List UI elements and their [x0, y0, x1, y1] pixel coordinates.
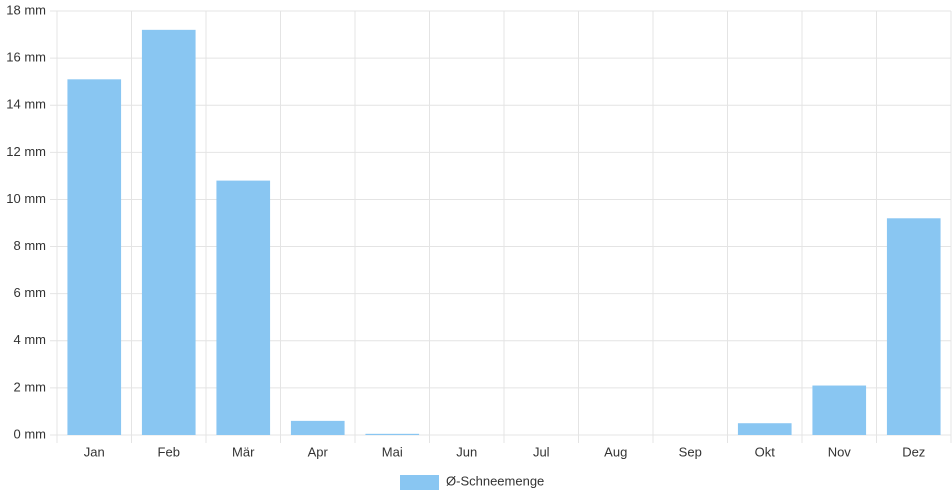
x-tick-label: Jan — [84, 444, 105, 459]
x-tick-label: Okt — [755, 444, 776, 459]
x-tick-label: Mär — [232, 444, 255, 459]
bar — [290, 420, 345, 435]
x-tick-label: Feb — [158, 444, 180, 459]
x-tick-label: Mai — [382, 444, 403, 459]
y-tick-label: 18 mm — [6, 2, 46, 17]
y-tick-label: 0 mm — [14, 426, 47, 441]
y-tick-label: 4 mm — [14, 332, 47, 347]
y-tick-label: 16 mm — [6, 50, 46, 65]
y-tick-label: 14 mm — [6, 97, 46, 112]
bar — [886, 218, 941, 435]
y-tick-label: 12 mm — [6, 144, 46, 159]
x-tick-label: Dez — [902, 444, 925, 459]
x-tick-label: Aug — [604, 444, 627, 459]
y-tick-label: 6 mm — [14, 285, 47, 300]
bar — [365, 433, 420, 435]
bar — [216, 180, 271, 435]
y-tick-label: 2 mm — [14, 379, 47, 394]
bar — [812, 385, 867, 435]
x-tick-label: Sep — [679, 444, 702, 459]
x-tick-label: Apr — [308, 444, 329, 459]
bar — [67, 79, 122, 436]
y-tick-label: 10 mm — [6, 191, 46, 206]
bar — [141, 29, 196, 435]
bar — [737, 423, 792, 435]
x-tick-label: Nov — [828, 444, 852, 459]
x-tick-label: Jun — [456, 444, 477, 459]
x-tick-label: Jul — [533, 444, 550, 459]
legend-swatch — [400, 475, 439, 490]
legend-label: Ø-Schneemenge — [446, 473, 544, 488]
y-tick-label: 8 mm — [14, 238, 47, 253]
